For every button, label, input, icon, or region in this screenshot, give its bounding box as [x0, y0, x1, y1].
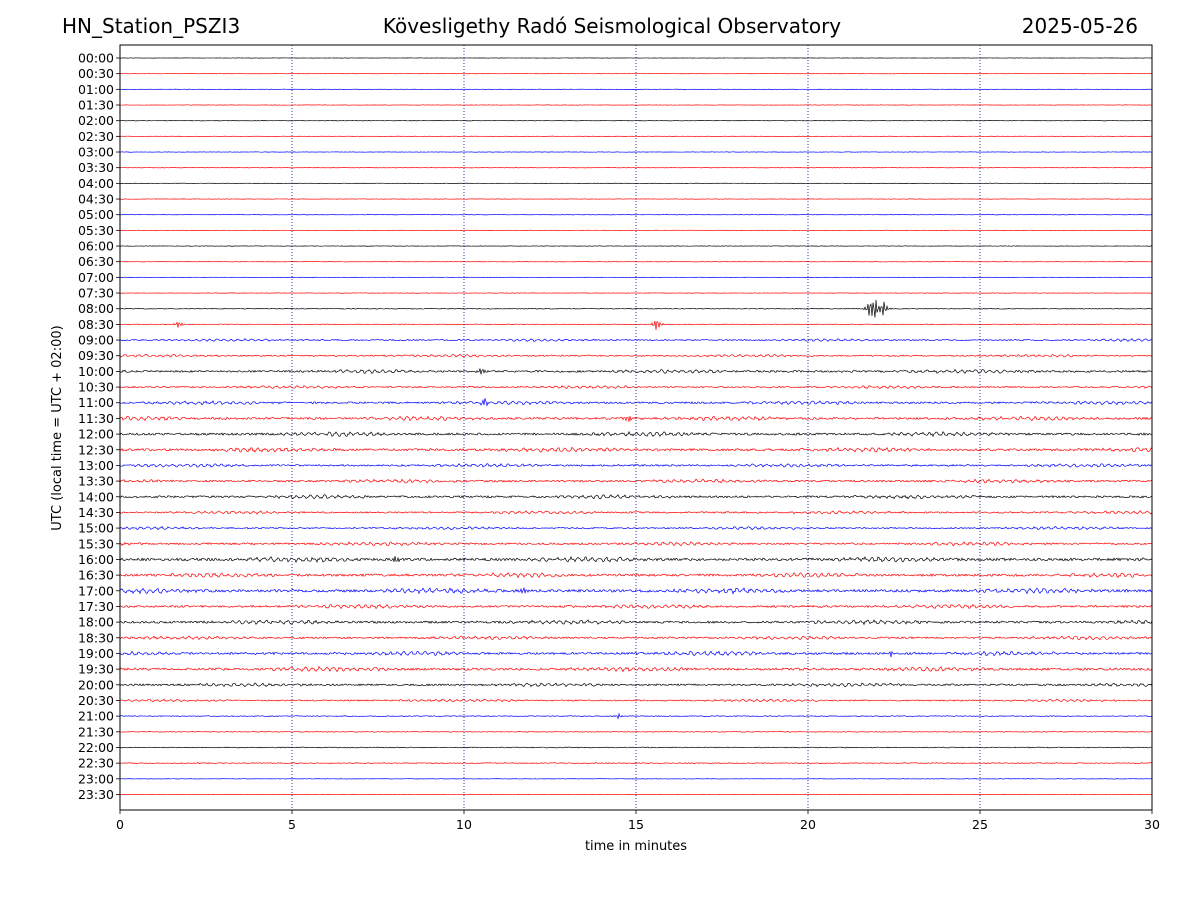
- y-tick-label: 06:00: [78, 239, 114, 254]
- y-tick-label: 10:30: [78, 380, 114, 395]
- trace-2100: [119, 712, 1153, 720]
- y-tick-label: 05:30: [78, 223, 114, 238]
- y-tick-label: 15:00: [78, 521, 114, 536]
- trace-0800: [119, 299, 1153, 318]
- y-tick-label: 04:00: [78, 176, 114, 191]
- trace-1800: [119, 619, 1153, 626]
- y-tick-label: 05:00: [78, 207, 114, 222]
- trace-1400: [119, 494, 1153, 500]
- y-tick-label: 01:00: [78, 82, 114, 97]
- y-tick-label: 19:30: [78, 662, 114, 677]
- y-tick-label: 01:30: [78, 98, 114, 113]
- y-tick-label: 16:30: [78, 568, 114, 583]
- y-tick-label: 12:00: [78, 427, 114, 442]
- y-tick-label: 13:30: [78, 474, 114, 489]
- y-tick-label: 06:30: [78, 254, 114, 269]
- y-tick-label: 13:00: [78, 458, 114, 473]
- y-tick-label: 18:30: [78, 630, 114, 645]
- x-tick-label: 30: [1144, 817, 1160, 832]
- y-tick-label: 22:00: [78, 740, 114, 755]
- x-tick-label: 20: [800, 817, 816, 832]
- y-tick-label: 23:00: [78, 771, 114, 786]
- y-tick-label: 12:30: [78, 442, 114, 457]
- trace-0830: [119, 320, 1153, 331]
- x-tick-label: 10: [456, 817, 472, 832]
- y-tick-label: 17:30: [78, 599, 114, 614]
- y-tick-label: 21:00: [78, 709, 114, 724]
- y-tick-label: 02:00: [78, 113, 114, 128]
- y-tick-label: 14:30: [78, 505, 114, 520]
- y-tick-label: 19:00: [78, 646, 114, 661]
- y-tick-label: 00:30: [78, 66, 114, 81]
- y-tick-label: 11:00: [78, 395, 114, 410]
- y-tick-label: 22:30: [78, 756, 114, 771]
- x-axis-label: time in minutes: [585, 839, 687, 854]
- y-tick-label: 10:00: [78, 364, 114, 379]
- y-tick-label: 16:00: [78, 552, 114, 567]
- date-title: 2025-05-26: [1021, 14, 1138, 38]
- y-tick-label: 07:00: [78, 270, 114, 285]
- y-tick-label: 04:30: [78, 192, 114, 207]
- trace-1200: [119, 430, 1153, 438]
- y-tick-label: 11:30: [78, 411, 114, 426]
- y-tick-label: 14:00: [78, 489, 114, 504]
- y-tick-label: 21:30: [78, 724, 114, 739]
- trace-2030: [119, 698, 1153, 703]
- y-tick-label: 17:00: [78, 583, 114, 598]
- y-tick-label: 08:00: [78, 301, 114, 316]
- grid-group: [291, 45, 981, 810]
- x-tick-label: 0: [116, 817, 124, 832]
- x-tick-group: 0 5 10 15 20 25 30: [116, 810, 1160, 832]
- trace-1130: [119, 415, 1153, 422]
- trace-1700: [119, 586, 1153, 595]
- y-tick-label: 20:00: [78, 677, 114, 692]
- y-tick-label: 03:30: [78, 160, 114, 175]
- y-axis-label: UTC (local time = UTC + 02:00): [50, 325, 65, 530]
- station-title: HN_Station_PSZI3: [62, 14, 241, 38]
- y-tick-label: 08:30: [78, 317, 114, 332]
- y-tick-label: 09:30: [78, 348, 114, 363]
- y-tick-label: 20:30: [78, 693, 114, 708]
- trace-0930: [119, 353, 1153, 358]
- y-tick-label: 15:30: [78, 536, 114, 551]
- y-tick-label: 00:00: [78, 51, 114, 66]
- y-tick-label: 09:00: [78, 333, 114, 348]
- y-tick-label: 07:30: [78, 286, 114, 301]
- y-tick-label: 03:00: [78, 145, 114, 160]
- trace-2230: [119, 762, 1153, 764]
- y-tick-group: 00:0000:3001:0001:3002:0002:3003:0003:30…: [78, 51, 120, 802]
- x-tick-label: 15: [628, 817, 644, 832]
- y-tick-label: 02:30: [78, 129, 114, 144]
- observatory-title: Kövesligethy Radó Seismological Observat…: [382, 14, 842, 38]
- trace-1230: [119, 446, 1153, 453]
- y-tick-label: 18:00: [78, 615, 114, 630]
- x-tick-label: 5: [288, 817, 296, 832]
- y-tick-label: 23:30: [78, 787, 114, 802]
- trace-1330: [119, 478, 1153, 484]
- trace-1830: [119, 635, 1153, 641]
- x-tick-label: 25: [972, 817, 988, 832]
